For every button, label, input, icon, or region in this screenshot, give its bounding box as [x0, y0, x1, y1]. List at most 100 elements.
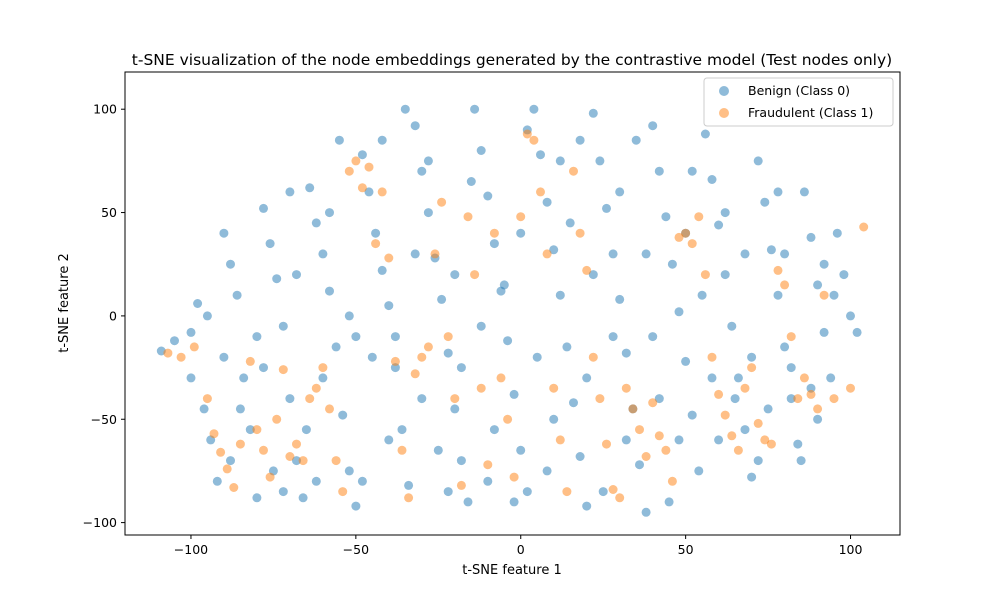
- benign-point: [681, 356, 691, 366]
- fraudulent-point: [278, 365, 288, 375]
- legend-marker-fraudulent: [719, 108, 729, 118]
- fraudulent-point: [338, 487, 348, 497]
- benign-point: [720, 208, 730, 218]
- fraudulent-point: [476, 383, 486, 393]
- benign-point: [433, 445, 443, 455]
- benign-point: [509, 389, 519, 399]
- fraudulent-point: [292, 439, 301, 449]
- fraudulent-point: [714, 389, 724, 399]
- fraudulent-point: [654, 431, 664, 441]
- fraudulent-point: [588, 352, 598, 362]
- fraudulent-point: [377, 187, 387, 197]
- benign-point: [542, 197, 552, 207]
- benign-point: [753, 456, 763, 466]
- x-tick-label: 0: [517, 542, 525, 557]
- benign-point: [470, 104, 480, 114]
- fraudulent-point: [509, 472, 519, 482]
- benign-point: [305, 183, 315, 193]
- benign-point: [443, 348, 453, 358]
- fraudulent-point: [235, 439, 245, 449]
- benign-point: [747, 472, 757, 482]
- fraudulent-point: [357, 183, 367, 193]
- benign-point: [417, 394, 427, 404]
- benign-point: [674, 435, 684, 445]
- benign-point: [621, 435, 631, 445]
- fraudulent-point: [648, 398, 658, 408]
- fraudulent-point: [575, 228, 585, 238]
- benign-point: [410, 249, 420, 259]
- benign-point: [832, 228, 842, 238]
- benign-point: [463, 497, 473, 507]
- benign-point: [615, 294, 625, 304]
- benign-point: [344, 311, 354, 321]
- fraudulent-point: [364, 162, 374, 172]
- benign-point: [813, 280, 823, 290]
- fraudulent-point: [766, 439, 776, 449]
- benign-point: [278, 321, 288, 331]
- fraudulent-point: [259, 445, 268, 455]
- benign-point: [186, 327, 196, 337]
- benign-point: [301, 425, 311, 435]
- fraudulent-point: [555, 435, 565, 445]
- fraudulent-point: [417, 352, 427, 362]
- benign-point: [292, 270, 301, 280]
- benign-point: [608, 249, 618, 259]
- benign-point: [199, 404, 209, 414]
- fraudulent-point: [229, 483, 239, 492]
- fraudulent-point: [536, 187, 545, 197]
- fraudulent-point: [707, 352, 717, 362]
- benign-point: [654, 394, 664, 404]
- benign-point: [437, 294, 447, 304]
- benign-point: [483, 191, 493, 201]
- benign-point: [806, 232, 816, 242]
- benign-point: [410, 121, 420, 131]
- y-tick-label: 50: [101, 205, 117, 220]
- fraudulent-point: [450, 394, 460, 404]
- benign-point: [714, 220, 724, 230]
- benign-point: [476, 321, 486, 331]
- fraudulent-point: [325, 404, 334, 414]
- benign-point: [654, 166, 664, 176]
- x-axis-label: t-SNE feature 1: [462, 563, 561, 578]
- benign-point: [697, 290, 707, 300]
- benign-point: [575, 452, 585, 461]
- benign-point: [351, 501, 361, 511]
- fraudulent-point: [522, 129, 532, 139]
- benign-point: [598, 487, 608, 497]
- benign-point: [390, 332, 400, 342]
- fraudulent-point: [793, 394, 803, 404]
- benign-point: [664, 497, 674, 507]
- benign-point: [334, 135, 344, 145]
- benign-point: [753, 156, 763, 166]
- benign-point: [219, 352, 229, 362]
- fraudulent-point: [272, 414, 282, 424]
- benign-point: [536, 150, 545, 160]
- fraudulent-point: [470, 270, 480, 280]
- benign-point: [489, 425, 499, 435]
- fraudulent-point: [681, 228, 691, 238]
- benign-point: [852, 327, 862, 337]
- benign-point: [635, 460, 644, 470]
- benign-point: [456, 456, 466, 466]
- benign-point: [562, 342, 572, 352]
- benign-point: [219, 228, 229, 238]
- benign-point: [503, 336, 513, 346]
- fraudulent-point: [423, 342, 433, 352]
- benign-point: [595, 156, 605, 166]
- fraudulent-point: [641, 452, 651, 461]
- benign-point: [839, 270, 849, 280]
- benign-point: [648, 121, 658, 131]
- fraudulent-point: [615, 493, 625, 503]
- x-tick-label: 50: [678, 542, 694, 557]
- benign-point: [740, 425, 750, 435]
- benign-point: [796, 456, 806, 466]
- benign-point: [226, 259, 235, 269]
- benign-point: [509, 497, 519, 507]
- benign-point: [443, 487, 453, 497]
- benign-point: [763, 404, 773, 414]
- fraudulent-point: [529, 135, 539, 145]
- plot-frame: [124, 71, 901, 536]
- benign-point: [489, 239, 499, 249]
- y-axis-label: t-SNE feature 2: [57, 253, 72, 352]
- fraudulent-point: [252, 425, 262, 435]
